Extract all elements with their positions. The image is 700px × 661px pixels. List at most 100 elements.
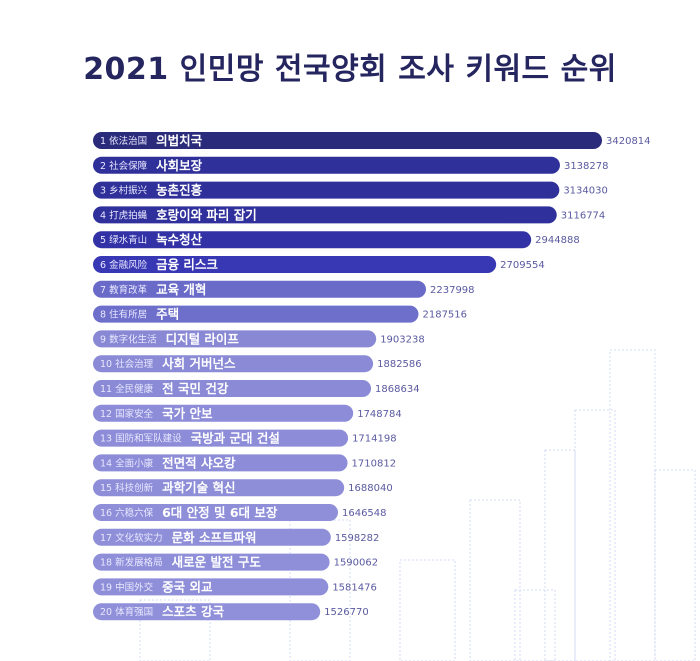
bar-category-label: 14 全面小康 (100, 457, 154, 469)
bar-category-label: 1 依法治国 (100, 135, 147, 147)
page-title: 2021 인민망 전국양회 조사 키워드 순위 (83, 52, 617, 87)
bar-category-label: 19 中国外交 (100, 581, 154, 593)
bar-category-label: 12 国家安全 (100, 408, 154, 420)
bar-value-label: 1598282 (335, 533, 380, 544)
bar-row: 16 六稳六保 6대 안정 및 6대 보장 1646548 (93, 504, 387, 521)
bar (93, 603, 321, 621)
bar-value-label: 1868634 (375, 384, 420, 395)
bar-korean-label: 6대 안정 및 6대 보장 (162, 505, 278, 520)
bar-value-label: 2709554 (500, 260, 545, 271)
bar-row: 4 打虎拍蝇 호랑이와 파리 잡기 3116774 (93, 206, 606, 224)
bar-category-label: 2 社会保障 (100, 160, 148, 172)
bar-korean-label: 교육 개혁 (156, 282, 206, 297)
bar (93, 132, 602, 149)
bar (93, 380, 372, 397)
bar-value-label: 2187516 (422, 310, 467, 321)
bar (93, 404, 354, 422)
bar-row: 5 绿水青山 녹수청산 2944888 (93, 231, 580, 249)
bar-korean-label: 의법치국 (156, 133, 203, 148)
bar (93, 429, 349, 447)
bar-row: 19 中国外交 중국 외교 1581476 (93, 578, 377, 596)
bar-row: 20 体育强国 스포츠 강국 1526770 (93, 603, 369, 621)
bar-row: 1 依法治国 의법치국 3420814 (93, 132, 651, 149)
bar-row: 18 新发展格局 새로운 발전 구도 1590062 (93, 553, 379, 571)
bar-value-label: 1688040 (348, 483, 393, 494)
bar-korean-label: 금융 리스크 (156, 257, 218, 272)
bar-category-label: 5 绿水青山 (100, 234, 147, 246)
bar-value-label: 1710812 (352, 458, 397, 469)
bar-category-label: 15 科技创新 (100, 482, 154, 494)
bar-row: 15 科技创新 과학기술 혁신 1688040 (93, 479, 393, 497)
bar-korean-label: 녹수청산 (156, 232, 203, 247)
bar-korean-label: 중국 외교 (162, 579, 213, 594)
bar-korean-label: 국방과 군대 건설 (191, 431, 280, 446)
bar-row: 11 全民健康 전 국민 건강 1868634 (93, 380, 420, 397)
bar-category-label: 6 金融风险 (100, 259, 148, 271)
bar-category-label: 9 数字化生活 (100, 333, 157, 345)
bar-korean-label: 국가 안보 (162, 406, 213, 421)
bar-category-label: 16 六稳六保 (100, 507, 154, 519)
bar-value-label: 2237998 (430, 285, 475, 296)
bar-value-label: 3134030 (563, 186, 608, 197)
bar-korean-label: 사회보장 (156, 158, 203, 173)
bar-value-label: 1590062 (334, 558, 379, 569)
bar (93, 231, 532, 249)
bar-row: 6 金融风险 금융 리스크 2709554 (93, 256, 545, 273)
bar-category-label: 13 国防和军队建设 (100, 433, 182, 445)
bar-row: 10 社会治理 사회 거버넌스 1882586 (93, 355, 422, 373)
bar-korean-label: 과학기술 혁신 (162, 480, 235, 495)
bar-row: 2 社会保障 사회보장 3138278 (93, 156, 609, 174)
bar (93, 578, 329, 596)
bar (93, 280, 427, 298)
bar (93, 305, 419, 323)
bar-row: 12 国家安全 국가 안보 1748784 (93, 404, 402, 422)
bar-value-label: 1581476 (332, 582, 377, 593)
bar (93, 330, 377, 348)
bar (93, 355, 374, 373)
bar-value-label: 3138278 (564, 161, 609, 172)
bar (93, 479, 345, 497)
bar-row: 14 全面小康 전면적 샤오캉 1710812 (93, 454, 397, 472)
bar-korean-label: 새로운 발전 구도 (172, 555, 262, 570)
bar-korean-label: 디지털 라이프 (166, 331, 240, 346)
bar-korean-label: 호랑이와 파리 잡기 (156, 207, 257, 222)
bar (93, 206, 557, 224)
bar-korean-label: 전면적 샤오캉 (162, 455, 236, 470)
bar-row: 9 数字化生活 디지털 라이프 1903238 (93, 330, 425, 348)
bar-korean-label: 스포츠 강국 (162, 604, 224, 619)
bar-value-label: 1646548 (342, 508, 387, 519)
bar (93, 528, 331, 546)
bar-row: 7 教育改革 교육 개혁 2237998 (93, 280, 475, 298)
bar-row: 3 乡村振兴 농촌진흥 3134030 (93, 181, 608, 199)
bar (93, 156, 560, 174)
bar (93, 256, 497, 273)
bar-category-label: 8 住有所居 (100, 309, 147, 321)
bar-category-label: 20 体育强国 (100, 606, 153, 618)
bar-value-label: 1903238 (380, 334, 425, 345)
bar-korean-label: 주택 (156, 307, 179, 322)
bar-value-label: 3420814 (606, 136, 651, 147)
bar (93, 454, 348, 472)
bar (93, 504, 338, 521)
bar-category-label: 4 打虎拍蝇 (100, 209, 148, 221)
bar-category-label: 10 社会治理 (100, 358, 154, 370)
bar-value-label: 1714198 (352, 434, 397, 445)
bar-value-label: 3116774 (561, 210, 606, 221)
bar-category-label: 3 乡村振兴 (100, 185, 147, 197)
bar-category-label: 17 文化软实力 (100, 532, 163, 544)
bar-korean-label: 사회 거버넌스 (162, 356, 236, 371)
bar-row: 8 住有所居 주택 2187516 (93, 305, 467, 323)
bar-korean-label: 전 국민 건강 (162, 381, 229, 396)
bar-row: 17 文化软实力 문화 소프트파워 1598282 (93, 528, 380, 546)
bar-category-label: 7 教育改革 (100, 284, 148, 296)
bar-row: 13 国防和军队建设 국방과 군대 건설 1714198 (93, 429, 397, 447)
bar (93, 553, 330, 571)
bar-korean-label: 문화 소프트파워 (172, 530, 257, 545)
bar-category-label: 18 新发展格局 (100, 557, 163, 569)
bar-category-label: 11 全民健康 (100, 383, 154, 395)
bar (93, 181, 560, 199)
bar-value-label: 1882586 (377, 359, 422, 370)
bar-value-label: 1748784 (357, 409, 402, 420)
bar-value-label: 1526770 (324, 607, 369, 618)
